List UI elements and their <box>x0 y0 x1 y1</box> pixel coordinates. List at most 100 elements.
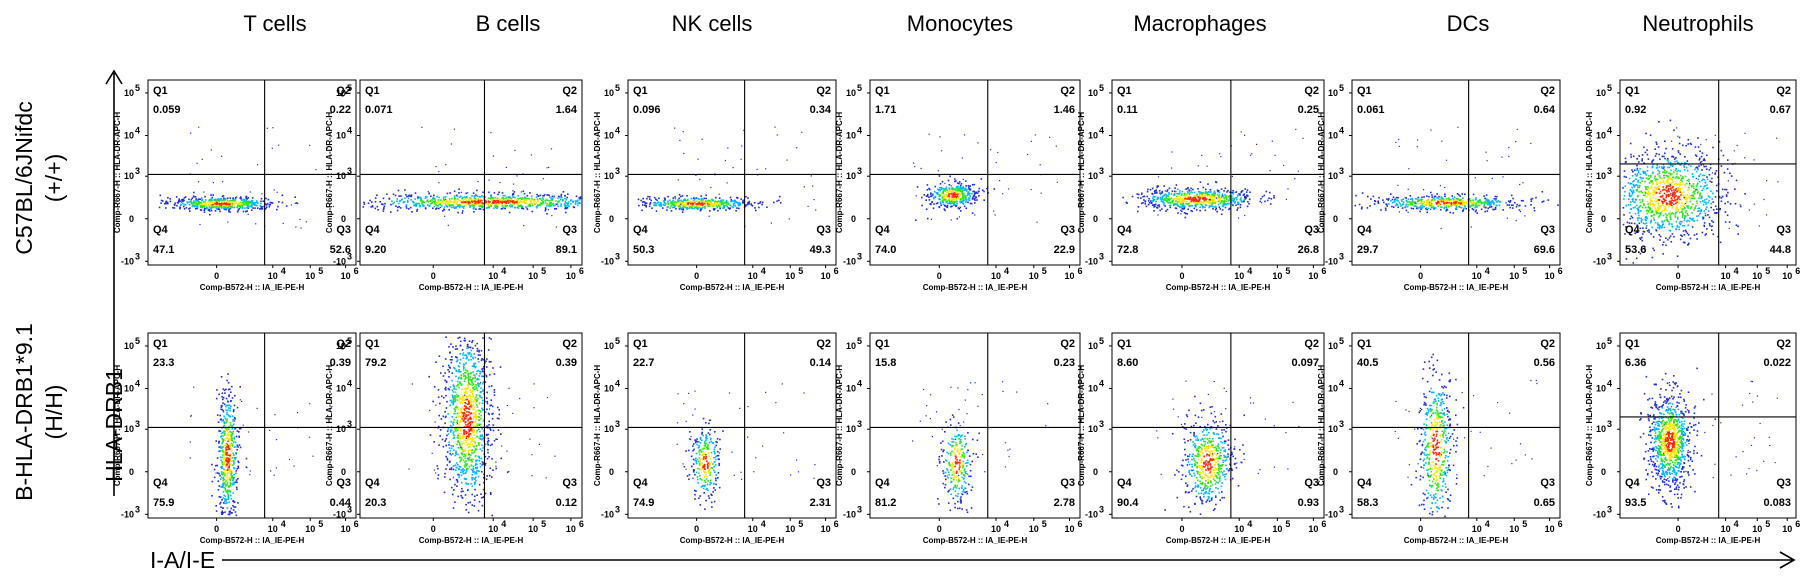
event-dot <box>720 203 723 205</box>
event-dot <box>1443 207 1446 210</box>
event-dot <box>1709 196 1711 199</box>
event-dot-sparse <box>714 173 716 175</box>
y-tick-label: 0 <box>129 214 134 224</box>
q4-label: Q4 <box>875 224 891 236</box>
event-dot <box>1163 194 1166 196</box>
event-dot <box>509 196 511 199</box>
event-dot <box>173 204 176 206</box>
event-dot <box>1179 190 1181 192</box>
event-dot <box>1411 201 1414 203</box>
event-dot <box>1653 206 1656 209</box>
event-dot <box>710 201 712 204</box>
event-dot <box>1401 207 1404 209</box>
event-dot <box>1476 200 1479 203</box>
event-dot <box>1628 211 1631 214</box>
event-dot <box>1186 196 1188 198</box>
y-tick-label: 10 <box>1596 131 1606 141</box>
event-dot <box>1653 213 1656 216</box>
event-dot <box>1209 191 1212 193</box>
event-dot <box>224 198 226 200</box>
event-dot <box>487 204 489 206</box>
event-dot <box>1658 182 1660 184</box>
event-dot <box>1703 174 1706 177</box>
event-dot <box>1623 214 1625 216</box>
event-dot <box>1712 221 1715 223</box>
event-dot <box>501 192 504 194</box>
event-dot <box>208 208 211 211</box>
event-dot-sparse <box>1710 226 1712 228</box>
x-tick-exponent: 4 <box>1485 266 1490 276</box>
event-dot <box>454 201 456 204</box>
event-dot <box>1233 197 1235 200</box>
y-axis-label: Comp-R667-H :: HLA-DR-APC-H <box>1077 112 1086 234</box>
event-dot <box>1695 167 1697 169</box>
event-dot <box>555 208 558 210</box>
event-dot <box>531 199 533 201</box>
event-dot <box>1187 202 1190 205</box>
event-dot <box>505 202 507 205</box>
event-dot <box>232 509 235 511</box>
event-dot <box>468 199 471 202</box>
event-dot <box>1211 202 1214 205</box>
event-dot <box>1455 205 1457 207</box>
event-dot <box>1204 204 1207 206</box>
event-dot <box>1685 220 1688 223</box>
event-dot <box>1204 191 1207 193</box>
q3-value: 44.8 <box>1770 244 1791 256</box>
event-dot <box>240 205 243 207</box>
event-dot <box>192 195 195 197</box>
event-dot <box>1430 202 1432 205</box>
event-dot <box>1697 146 1700 148</box>
event-dot <box>1421 207 1423 209</box>
event-dot <box>1181 198 1183 200</box>
event-dot <box>1174 197 1176 200</box>
event-dot <box>1159 196 1162 199</box>
event-dot <box>1641 206 1644 209</box>
event-dot <box>1699 157 1701 160</box>
event-dot <box>1461 193 1464 195</box>
event-dot <box>1679 184 1681 186</box>
event-dot <box>1657 169 1659 172</box>
event-dot <box>637 198 640 201</box>
event-dot-sparse <box>1271 140 1273 142</box>
event-dot <box>1164 205 1166 207</box>
event-dot <box>1431 196 1433 198</box>
event-dot <box>943 208 946 210</box>
event-dot <box>208 199 211 201</box>
event-dot <box>1401 200 1403 202</box>
event-dot <box>1700 164 1703 166</box>
event-dot <box>196 203 199 205</box>
event-dot <box>1426 202 1429 205</box>
event-dot <box>516 197 519 200</box>
event-dot <box>229 512 231 514</box>
event-dot <box>1421 202 1424 204</box>
event-dot-sparse <box>939 136 941 138</box>
event-dot <box>699 207 701 209</box>
event-dot <box>1161 201 1164 203</box>
event-dot <box>658 197 660 200</box>
event-dot <box>180 201 183 204</box>
event-dot <box>1384 207 1387 210</box>
event-dot <box>555 200 557 202</box>
event-dot <box>1638 206 1640 209</box>
event-dot <box>1195 203 1197 206</box>
event-dot <box>946 190 948 193</box>
event-dot <box>498 202 500 204</box>
event-dot <box>971 184 974 186</box>
x-axis-label: Comp-B572-H :: IA_IE-PE-H <box>680 283 785 292</box>
event-dot <box>1699 173 1702 176</box>
event-dot <box>738 207 740 210</box>
event-dot <box>1631 191 1634 193</box>
event-dot <box>932 194 934 196</box>
event-dot <box>473 195 476 197</box>
q4-value: 72.8 <box>1117 244 1138 256</box>
event-dot <box>693 204 696 207</box>
event-dot <box>1674 169 1677 172</box>
event-dot <box>716 205 718 207</box>
event-dot <box>259 205 262 207</box>
event-dot <box>1639 205 1641 208</box>
event-dot-sparse <box>1501 156 1503 158</box>
event-dot <box>969 185 971 187</box>
event-dot <box>963 187 965 190</box>
event-dot <box>957 188 959 190</box>
